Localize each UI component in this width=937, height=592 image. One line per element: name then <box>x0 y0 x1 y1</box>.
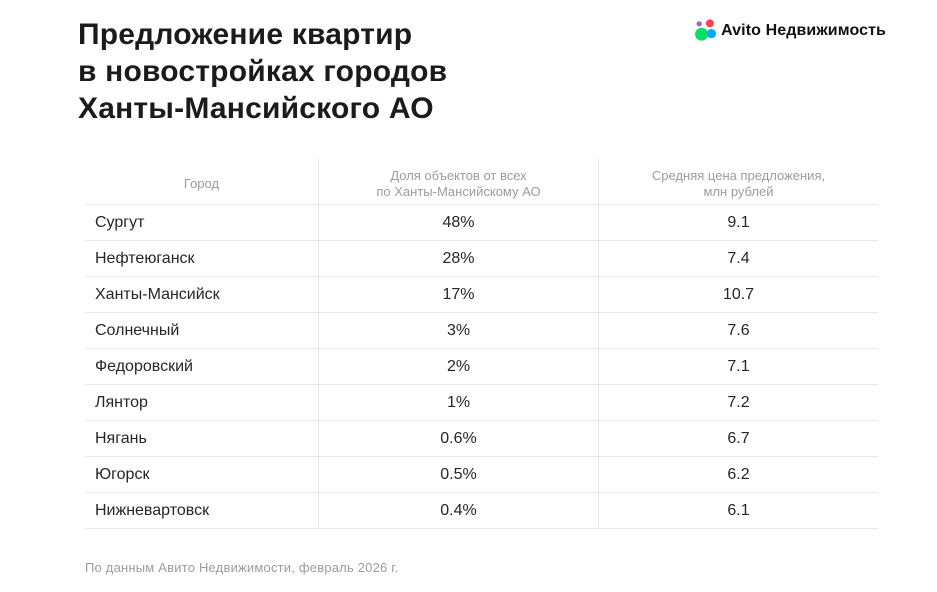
price-cell: 7.2 <box>598 385 878 420</box>
share-cell: 28% <box>318 241 598 276</box>
header-city: Город <box>85 158 318 204</box>
price-cell: 6.1 <box>598 493 878 528</box>
price-cell: 7.1 <box>598 349 878 384</box>
share-cell: 17% <box>318 277 598 312</box>
price-cell: 7.4 <box>598 241 878 276</box>
city-cell: Сургут <box>95 213 145 231</box>
header-price-line-1: Средняя цена предложения, <box>651 168 826 183</box>
city-cell: Нягань <box>95 429 147 447</box>
price-cell: 6.2 <box>598 457 878 492</box>
header-price-line-2: млн рублей <box>703 184 774 199</box>
header-share-line-1: Доля объектов от всех <box>390 168 527 183</box>
price-cell: 10.7 <box>598 277 878 312</box>
page-title-line-1: Предложение квартир <box>78 18 413 51</box>
share-cell: 3% <box>318 313 598 348</box>
header-price: Средняя цена предложения, млн рублей <box>598 158 878 204</box>
table-row: Сургут 48% 9.1 <box>85 205 878 241</box>
city-cell: Югорск <box>95 465 150 483</box>
header-share: Доля объектов от всех по Ханты-Мансийско… <box>318 158 598 204</box>
city-cell: Лянтор <box>95 393 148 411</box>
share-cell: 0.4% <box>318 493 598 528</box>
data-table: Город Доля объектов от всех по Ханты-Ман… <box>85 158 878 529</box>
page-title: Предложение квартир в новостройках город… <box>78 16 447 127</box>
header-city-label: Город <box>183 176 220 191</box>
avito-dots-icon <box>695 19 717 41</box>
table-row: Лянтор 1% 7.2 <box>85 385 878 421</box>
page-title-line-2: в новостройках городов <box>78 55 448 88</box>
table-body: Сургут 48% 9.1 Нефтеюганск 28% 7.4 Ханты… <box>85 205 878 529</box>
share-cell: 1% <box>318 385 598 420</box>
table-row: Югорск 0.5% 6.2 <box>85 457 878 493</box>
table-row: Нягань 0.6% 6.7 <box>85 421 878 457</box>
header-share-line-2: по Ханты-Мансийскому АО <box>376 184 541 199</box>
city-cell: Федоровский <box>95 357 193 375</box>
price-cell: 6.7 <box>598 421 878 456</box>
table-row: Нефтеюганск 28% 7.4 <box>85 241 878 277</box>
table-header-row: Город Доля объектов от всех по Ханты-Ман… <box>85 158 878 205</box>
city-cell: Солнечный <box>95 321 180 339</box>
share-cell: 2% <box>318 349 598 384</box>
share-cell: 0.5% <box>318 457 598 492</box>
city-cell: Ханты-Мансийск <box>95 285 220 303</box>
city-cell: Нефтеюганск <box>95 249 195 267</box>
price-cell: 9.1 <box>598 205 878 240</box>
avito-logo-text: Avito Недвижимость <box>721 21 886 39</box>
price-cell: 7.6 <box>598 313 878 348</box>
share-cell: 0.6% <box>318 421 598 456</box>
source-note: По данным Авито Недвижимости, февраль 20… <box>85 560 399 575</box>
share-cell: 48% <box>318 205 598 240</box>
page-title-line-3: Ханты-Мансийского АО <box>78 92 434 125</box>
table-row: Нижневартовск 0.4% 6.1 <box>85 493 878 529</box>
table-row: Ханты-Мансийск 17% 10.7 <box>85 277 878 313</box>
city-cell: Нижневартовск <box>95 501 210 519</box>
table-row: Солнечный 3% 7.6 <box>85 313 878 349</box>
avito-logo: Avito Недвижимость <box>695 19 886 42</box>
table-row: Федоровский 2% 7.1 <box>85 349 878 385</box>
